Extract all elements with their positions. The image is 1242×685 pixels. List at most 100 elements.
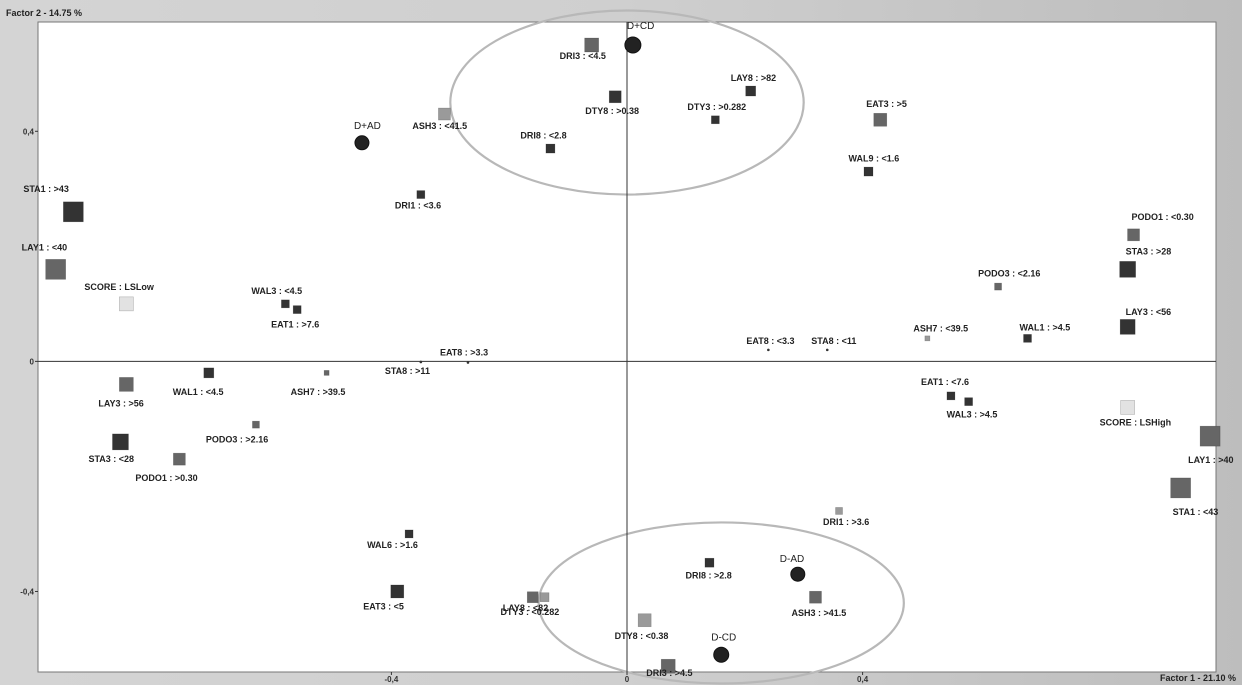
point-label: EAT3 : >5: [866, 99, 907, 109]
data-point: WAL9 : <1.6: [848, 154, 899, 177]
y-tick-label: 0: [30, 357, 35, 366]
point-label: ASH3 : >41.5: [791, 608, 846, 618]
point-label: STA3 : >28: [1126, 246, 1172, 256]
data-point: DRI1 : >3.6: [823, 507, 869, 527]
point-label: LAY8 : >82: [731, 73, 776, 83]
point-label: PODO1 : >0.30: [135, 473, 197, 483]
point-label: DRI1 : <3.6: [395, 201, 441, 211]
x-tick-label: 0,4: [857, 675, 869, 684]
data-point: EAT3 : >5: [866, 99, 907, 127]
point-label: ASH7 : >39.5: [291, 387, 346, 397]
data-point: PODO1 : >0.30: [135, 452, 198, 483]
point-marker-square: [390, 584, 405, 599]
point-label: DRI3 : <4.5: [560, 51, 606, 61]
point-marker-circle: [713, 646, 730, 663]
group-ellipse: [537, 521, 905, 685]
point-label: EAT1 : <7.6: [921, 377, 969, 387]
point-label: LAY1 : <40: [22, 242, 67, 252]
data-point: LAY3 : >56: [98, 377, 144, 408]
data-point: EAT1 : <7.6: [921, 377, 969, 401]
point-marker-dot: [419, 360, 423, 364]
point-marker-circle: [354, 135, 370, 151]
point-label: WAL9 : <1.6: [848, 154, 899, 164]
point-marker-square: [873, 112, 888, 127]
point-marker-dot: [825, 348, 829, 352]
point-label: EAT8 : <3.3: [746, 336, 794, 346]
point-marker-square: [119, 377, 134, 392]
data-point: ASH3 : >41.5: [791, 590, 846, 618]
point-marker-circle: [790, 566, 806, 582]
data-point: DTY3 : <0.282: [501, 592, 560, 617]
point-marker-square: [323, 370, 330, 376]
data-point: LAY8 : >82: [731, 73, 776, 97]
point-marker-square: [863, 166, 874, 177]
point-label: ASH3 : <41.5: [412, 121, 467, 131]
point-marker-square: [608, 90, 622, 104]
data-point: DRI8 : >2.8: [685, 557, 732, 581]
data-point: SCORE : LSHigh: [1100, 400, 1172, 427]
point-label: LAY8 : <82: [503, 603, 548, 613]
data-point: WAL3 : <4.5: [251, 286, 302, 309]
point-label: WAL1 : >4.5: [1020, 322, 1071, 332]
point-marker-square: [545, 143, 556, 154]
point-label: LAY3 : <56: [1126, 307, 1171, 317]
data-point: EAT1 : >7.6: [271, 305, 319, 330]
point-label: EAT8 : >3.3: [440, 348, 488, 358]
point-label: PODO3 : <2.16: [978, 269, 1040, 279]
y-tick-label: 0,4: [23, 127, 35, 136]
point-label: WAL3 : >4.5: [947, 410, 998, 420]
data-point: STA1 : >43: [23, 184, 84, 223]
point-marker-square: [45, 259, 66, 280]
data-point: DRI3 : >4.5: [646, 658, 693, 678]
data-point: DRI8 : <2.8: [520, 131, 567, 154]
point-label: STA8 : <11: [811, 336, 856, 346]
point-marker-square: [1127, 228, 1140, 242]
point-marker-square: [416, 190, 426, 199]
point-marker-square: [1120, 400, 1135, 415]
point-marker-square: [252, 420, 260, 429]
point-marker-square: [281, 299, 290, 309]
data-point: WAL6 : >1.6: [367, 529, 418, 550]
point-marker-square: [924, 335, 931, 342]
point-label: ASH7 : <39.5: [913, 323, 968, 333]
point-label: DRI3 : >4.5: [646, 668, 692, 678]
point-marker-dot: [767, 348, 770, 352]
point-label: LAY1 : >40: [1188, 455, 1233, 465]
point-marker-square: [526, 591, 539, 604]
point-label: WAL6 : >1.6: [367, 540, 418, 550]
x-tick-label: -0,4: [385, 675, 399, 684]
data-point: DTY3 : >0.282: [687, 102, 746, 125]
point-label: EAT1 : >7.6: [271, 320, 319, 330]
data-point: D+AD: [354, 121, 381, 151]
point-marker-square: [404, 529, 414, 539]
data-point: DTY8 : <0.38: [615, 613, 668, 641]
data-point: D+CD: [624, 21, 654, 54]
point-label: WAL1 : <4.5: [173, 387, 224, 397]
data-point: STA3 : >28: [1119, 246, 1172, 278]
point-marker-square: [292, 305, 302, 314]
point-label: LAY3 : >56: [98, 398, 143, 408]
point-marker-square: [584, 37, 599, 53]
point-marker-square: [994, 282, 1002, 291]
data-point: STA3 : <28: [88, 433, 134, 464]
point-label: STA1 : <43: [1173, 507, 1219, 517]
point-label: STA1 : >43: [23, 184, 69, 194]
data-point: STA8 : >11: [385, 360, 430, 376]
data-point: WAL3 : >4.5: [947, 397, 998, 420]
data-point: PODO3 : <2.16: [978, 269, 1040, 291]
data-point: ASH7 : <39.5: [913, 323, 968, 342]
point-label: DTY8 : >0.38: [585, 106, 639, 116]
point-marker-square: [946, 391, 956, 401]
point-label: SCORE : LSHigh: [1100, 417, 1172, 427]
point-label: EAT3 : <5: [363, 601, 404, 611]
data-point: SCORE : LSLow: [84, 282, 155, 312]
point-label: PODO3 : >2.16: [206, 435, 268, 445]
data-point: PODO3 : >2.16: [206, 420, 268, 445]
point-label: STA3 : <28: [88, 454, 134, 464]
point-label: DTY3 : <0.282: [501, 607, 560, 617]
data-point: LAY8 : <82: [503, 591, 548, 613]
data-point: STA1 : <43: [1170, 477, 1219, 517]
point-marker-square: [203, 367, 215, 379]
